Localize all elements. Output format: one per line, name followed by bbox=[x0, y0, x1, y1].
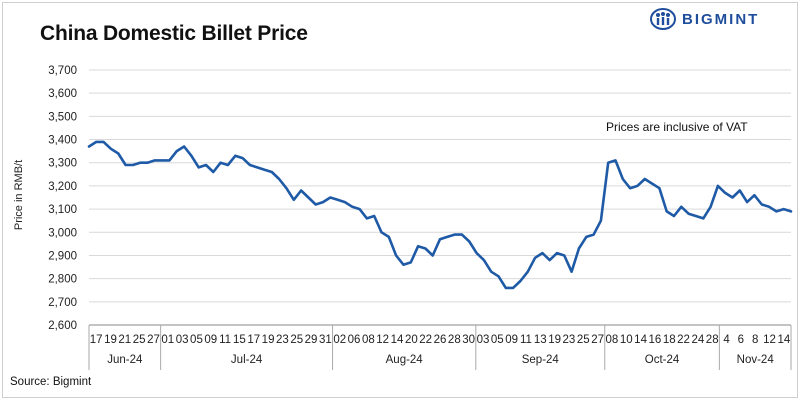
x-tick-label: 8 bbox=[752, 334, 758, 346]
vat-annotation: Prices are inclusive of VAT bbox=[606, 120, 748, 134]
plot-area bbox=[87, 140, 793, 290]
x-tick-label: 22 bbox=[677, 334, 690, 346]
x-tick-label: 27 bbox=[147, 334, 160, 346]
x-tick-label: 09 bbox=[505, 334, 518, 346]
month-label: Sep-24 bbox=[522, 354, 560, 366]
x-tick-label: 25 bbox=[577, 334, 590, 346]
month-label: Oct-24 bbox=[645, 354, 680, 366]
chart-title: China Domestic Billet Price bbox=[40, 22, 308, 45]
y-tick-label: 2,900 bbox=[48, 250, 77, 262]
x-tick-label: 28 bbox=[448, 334, 461, 346]
y-tick-label: 3,600 bbox=[48, 88, 77, 100]
x-tick-label: 19 bbox=[548, 334, 561, 346]
x-tick-label: 11 bbox=[219, 334, 231, 346]
y-tick-label: 3,700 bbox=[48, 65, 77, 77]
y-tick-label: 3,200 bbox=[48, 181, 77, 193]
x-tick-label: 15 bbox=[233, 334, 246, 346]
x-tick-label: 09 bbox=[204, 334, 217, 346]
x-tick-label: 6 bbox=[738, 334, 744, 346]
y-tick-label: 3,300 bbox=[48, 158, 77, 170]
x-axis: 17 19 21 25 27 01 03 05 09 11 15 17 19 23 25 29 31 02 06 08… bbox=[88, 324, 792, 370]
x-tick-label: 02 bbox=[333, 334, 346, 346]
x-tick-label: 06 bbox=[348, 334, 361, 346]
x-tick-label: 22 bbox=[419, 334, 432, 346]
month-label: Aug-24 bbox=[386, 354, 424, 366]
x-tick-label: 17 bbox=[90, 334, 103, 346]
y-axis-label: Price in RMB/t bbox=[13, 160, 25, 230]
x-tick-label: 20 bbox=[405, 334, 418, 346]
x-tick-label: 13 bbox=[534, 334, 547, 346]
x-tick-label: 08 bbox=[362, 334, 375, 346]
x-tick-label: 08 bbox=[606, 334, 619, 346]
x-tick-label: 18 bbox=[663, 334, 676, 346]
y-tick-label: 3,400 bbox=[48, 135, 77, 147]
x-tick-label: 26 bbox=[434, 334, 447, 346]
y-tick-label: 2,800 bbox=[48, 274, 77, 286]
x-tick-label: 23 bbox=[276, 334, 289, 346]
y-tick-label: 2,600 bbox=[48, 320, 77, 332]
x-tick-label: 05 bbox=[190, 334, 203, 346]
y-tick-label: 3,000 bbox=[48, 227, 77, 239]
x-tick-label: 14 bbox=[391, 334, 404, 346]
x-tick-label: 16 bbox=[648, 334, 661, 346]
month-label: Jun-24 bbox=[107, 354, 143, 366]
price-series-line bbox=[87, 140, 793, 290]
y-axis: 2,600 2,700 2,800 2,900 3,000 3,100 3,200 3,300… bbox=[48, 65, 77, 332]
x-tick-label: 23 bbox=[563, 334, 576, 346]
bigmint-logo-icon bbox=[650, 8, 676, 30]
y-tick-label: 2,700 bbox=[48, 297, 77, 309]
x-tick-label: 19 bbox=[262, 334, 275, 346]
x-tick-label: 14 bbox=[634, 334, 647, 346]
x-tick-label: 05 bbox=[491, 334, 504, 346]
y-tick-label: 3,500 bbox=[48, 111, 77, 123]
x-tick-label: 24 bbox=[691, 334, 704, 346]
x-tick-label: 25 bbox=[133, 334, 146, 346]
x-tick-label: 25 bbox=[290, 334, 303, 346]
x-tick-label: 28 bbox=[706, 334, 719, 346]
month-label: Nov-24 bbox=[737, 354, 775, 366]
x-tick-label: 03 bbox=[477, 334, 490, 346]
x-tick-label: 03 bbox=[176, 334, 189, 346]
x-tick-label: 12 bbox=[763, 334, 776, 346]
gridlines bbox=[89, 69, 791, 303]
x-tick-label: 30 bbox=[462, 334, 475, 346]
x-tick-label: 01 bbox=[161, 334, 174, 346]
source-note: Source: Bigmint bbox=[10, 376, 92, 388]
x-tick-label: 11 bbox=[520, 334, 532, 346]
x-tick-label: 21 bbox=[118, 334, 131, 346]
y-tick-label: 3,100 bbox=[48, 204, 77, 216]
x-tick-label: 31 bbox=[319, 334, 332, 346]
x-tick-label: 4 bbox=[723, 334, 730, 346]
x-tick-label: 29 bbox=[305, 334, 318, 346]
brand-logo: BIGMINT bbox=[650, 8, 759, 30]
x-tick-label: 10 bbox=[620, 334, 633, 346]
x-tick-label: 19 bbox=[104, 334, 117, 346]
brand-name: BIGMINT bbox=[682, 10, 760, 28]
x-tick-label: 27 bbox=[591, 334, 604, 346]
x-tick-label: 12 bbox=[376, 334, 389, 346]
x-tick-label: 14 bbox=[777, 334, 790, 346]
x-tick-label: 17 bbox=[247, 334, 260, 346]
month-label: Jul-24 bbox=[231, 354, 263, 366]
